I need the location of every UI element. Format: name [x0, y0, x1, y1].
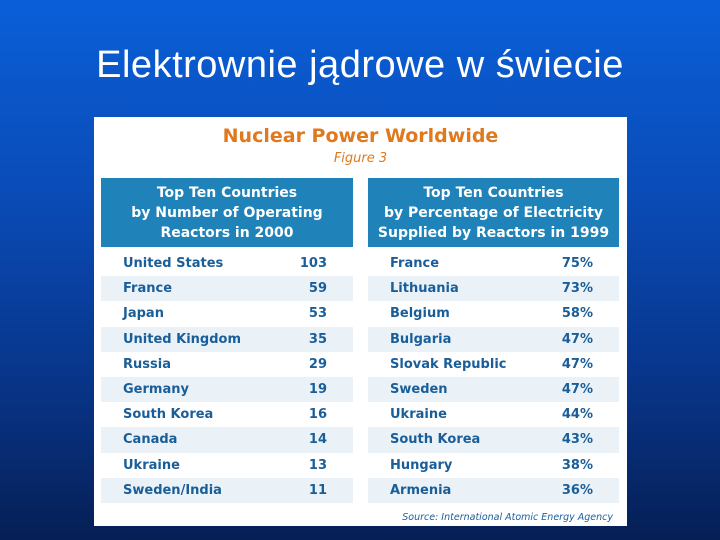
- country-value: 73%: [561, 281, 593, 297]
- table-row: Sweden 47%: [368, 376, 619, 403]
- reactors-table-rows: United States 103 France 59 Japan 53 United Ki…: [101, 251, 353, 503]
- figure-subtitle: Figure 3: [333, 151, 388, 166]
- country-value: 35: [308, 331, 327, 347]
- electricity-table-header: Top Ten Countries by Percentage of Elect…: [368, 178, 619, 247]
- table-row: Hungary 38%: [368, 453, 619, 478]
- table-row: Belgium 58%: [368, 301, 619, 326]
- country-value: 59: [308, 281, 327, 297]
- country-name: Ukraine: [123, 457, 180, 473]
- table-row: Germany 19: [101, 376, 353, 403]
- electricity-table: Top Ten Countries by Percentage of Elect…: [368, 178, 619, 503]
- country-name: Hungary: [390, 457, 453, 473]
- table-row: United States 103: [101, 251, 353, 276]
- country-value: 38%: [561, 457, 593, 473]
- country-value: 44%: [561, 407, 593, 423]
- table-row: South Korea 43%: [368, 427, 619, 453]
- country-name: France: [390, 256, 440, 272]
- reactors-table-header-text: Top Ten Countries by Number of Operating…: [131, 184, 323, 241]
- country-value: 47%: [561, 356, 593, 372]
- country-name: Russia: [123, 356, 171, 372]
- table-row: Bulgaria 47%: [368, 326, 619, 352]
- country-value: 47%: [561, 382, 593, 398]
- country-value: 16: [308, 407, 327, 423]
- table-row: France 59: [101, 276, 353, 302]
- country-value: 47%: [561, 331, 593, 347]
- country-name: Bulgaria: [390, 331, 452, 347]
- country-name: Ukraine: [390, 407, 447, 423]
- country-name: Armenia: [390, 482, 452, 498]
- country-name: Japan: [123, 306, 164, 322]
- country-name: Sweden/India: [123, 482, 222, 498]
- table-row: Ukraine 13: [101, 453, 353, 478]
- country-value: 75%: [561, 256, 593, 272]
- table-row: Slovak Republic 47%: [368, 352, 619, 377]
- source-note: Source: International Atomic Energy Agen…: [402, 512, 613, 523]
- country-name: Slovak Republic: [390, 356, 507, 372]
- country-name: Lithuania: [390, 281, 459, 297]
- country-name: Belgium: [390, 306, 450, 322]
- country-value: 11: [308, 482, 327, 498]
- country-value: 14: [308, 432, 327, 448]
- country-value: 13: [308, 457, 327, 473]
- country-name: Canada: [123, 432, 178, 448]
- country-name: France: [123, 281, 173, 297]
- country-value: 43%: [561, 432, 593, 448]
- country-name: United States: [123, 256, 224, 272]
- reactors-table-header: Top Ten Countries by Number of Operating…: [101, 178, 353, 247]
- figure-panel: Nuclear Power Worldwide Figure 3 Top Ten…: [94, 117, 627, 526]
- table-row: South Korea 16: [101, 402, 353, 427]
- table-row: Sweden/India 11: [101, 477, 353, 503]
- table-row: Armenia 36%: [368, 477, 619, 503]
- electricity-table-rows: France 75% Lithuania 73% Belgium 58% Bulgaria 4…: [368, 251, 619, 503]
- table-row: Canada 14: [101, 427, 353, 453]
- table-row: United Kingdom 35: [101, 326, 353, 352]
- country-value: 19: [308, 382, 327, 398]
- reactors-table: Top Ten Countries by Number of Operating…: [101, 178, 353, 503]
- country-value: 36%: [561, 482, 593, 498]
- figure-title: Nuclear Power Worldwide: [222, 125, 499, 147]
- table-row: France 75%: [368, 251, 619, 276]
- country-value: 58%: [561, 306, 593, 322]
- country-name: South Korea: [123, 407, 214, 423]
- country-name: South Korea: [390, 432, 481, 448]
- electricity-table-header-text: Top Ten Countries by Percentage of Elect…: [377, 184, 610, 241]
- country-value: 103: [299, 256, 327, 272]
- slide-title: Elektrownie jądrowe w świecie: [96, 44, 624, 86]
- country-value: 53: [308, 306, 327, 322]
- country-value: 29: [308, 356, 327, 372]
- country-name: United Kingdom: [123, 331, 242, 347]
- country-name: Sweden: [390, 382, 448, 398]
- table-row: Lithuania 73%: [368, 276, 619, 302]
- country-name: Germany: [123, 382, 189, 398]
- table-row: Russia 29: [101, 352, 353, 377]
- table-row: Ukraine 44%: [368, 402, 619, 427]
- table-row: Japan 53: [101, 301, 353, 326]
